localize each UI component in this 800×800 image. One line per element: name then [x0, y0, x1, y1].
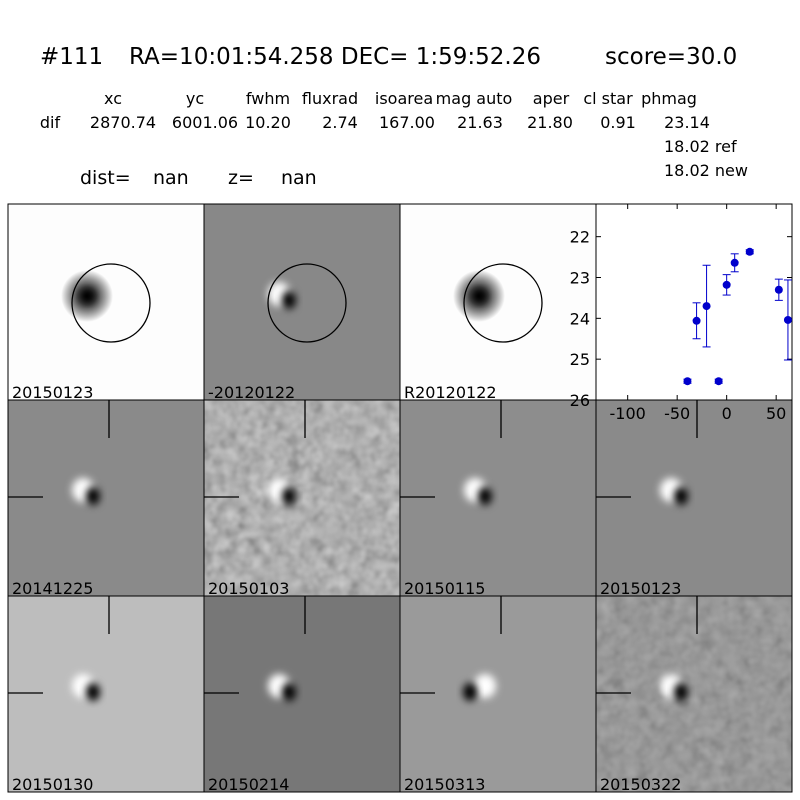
- source-core: [82, 290, 94, 302]
- table-cell: 23.14: [664, 113, 710, 132]
- column-header: aper: [533, 89, 570, 108]
- image-panel: 20150103: [203, 399, 401, 598]
- column-header: fwhm: [246, 89, 290, 108]
- y-tick-label: 25: [570, 350, 590, 369]
- panel-background: [400, 400, 596, 596]
- table-cell: 21.63: [457, 113, 503, 132]
- table-cell: dif: [40, 113, 61, 132]
- image-panel: 20150313: [399, 595, 597, 794]
- image-panel: 20150123: [595, 399, 793, 598]
- column-header: yc: [186, 89, 204, 108]
- panel-label: R20120122: [404, 383, 497, 402]
- image-panel: 20150115: [399, 399, 597, 598]
- z-value: nan: [281, 167, 317, 189]
- dist-label: dist=: [80, 167, 131, 189]
- aperture-circle: [267, 263, 347, 343]
- panel-label: 20150123: [600, 579, 681, 598]
- image-panel: -20120122: [203, 203, 401, 402]
- panel-background: [400, 596, 596, 792]
- column-header: fluxrad: [302, 89, 358, 108]
- column-header: cl star: [583, 89, 633, 108]
- score: score=30.0: [605, 44, 737, 70]
- panels: 20150123 -20120122 R20120122 20141225 201501…: [7, 203, 793, 794]
- negative-lobe: [282, 291, 296, 309]
- x-tick-label: 50: [766, 404, 786, 423]
- source-core: [474, 290, 486, 302]
- panel-label: 20150313: [404, 775, 485, 794]
- panel-label: 20150123: [12, 383, 93, 402]
- y-tick-label: 24: [570, 309, 590, 328]
- candidate-id: #111: [40, 44, 103, 70]
- panel-background: [204, 596, 400, 792]
- image-panel: 20150214: [203, 595, 401, 794]
- coordinates: RA=10:01:54.258 DEC= 1:59:52.26: [129, 44, 541, 70]
- aperture-circle: [71, 263, 151, 343]
- panel-label: 20150130: [12, 775, 93, 794]
- aperture-circle: [463, 263, 543, 343]
- data-point: [683, 377, 692, 386]
- panel-background: [204, 204, 400, 400]
- table-cell: 6001.06: [172, 113, 238, 132]
- panel-label: 20150103: [208, 579, 289, 598]
- image-panel: 20150130: [7, 595, 205, 794]
- data-point: [730, 258, 739, 267]
- table-cell: 21.80: [527, 113, 573, 132]
- negative-lobe: [86, 683, 100, 701]
- panel-frame: [595, 595, 793, 793]
- column-header: phmag: [641, 89, 697, 108]
- table-cell: 0.91: [600, 113, 636, 132]
- negative-lobe: [282, 683, 296, 701]
- image-panel: 20150322: [595, 595, 793, 794]
- column-header: xc: [104, 89, 122, 108]
- panel-background: [596, 400, 792, 596]
- table-cell: 2.74: [322, 113, 358, 132]
- panel-label: 20150214: [208, 775, 289, 794]
- x-tick-label: 0: [722, 404, 732, 423]
- x-tick-label: -100: [610, 404, 646, 423]
- positive-lobe: [474, 674, 496, 698]
- negative-lobe: [282, 487, 296, 505]
- column-header: mag auto: [436, 89, 513, 108]
- data-point: [783, 315, 792, 324]
- data-point: [745, 247, 754, 256]
- panel-label: 20150115: [404, 579, 485, 598]
- y-tick-label: 23: [570, 269, 590, 288]
- data-point: [714, 377, 723, 386]
- panel-background: [8, 596, 204, 792]
- data-point: [722, 280, 731, 289]
- table-cell: 2870.74: [90, 113, 156, 132]
- negative-lobe: [478, 487, 492, 505]
- dist-value: nan: [153, 167, 189, 189]
- negative-lobe: [674, 683, 688, 701]
- image-panel: 20141225: [7, 399, 205, 598]
- noise-texture: [596, 596, 792, 792]
- panel-background: [8, 400, 204, 596]
- panel-label: 20150322: [600, 775, 681, 794]
- negative-lobe: [674, 487, 688, 505]
- noise-texture: [204, 400, 400, 596]
- plot-background: [595, 203, 793, 401]
- y-tick-label: 22: [570, 228, 590, 247]
- data-point: [774, 285, 783, 294]
- column-header: isoarea: [375, 89, 433, 108]
- z-label: z=: [228, 167, 254, 189]
- y-tick-label: 26: [570, 391, 590, 410]
- phmag-note: 18.02 ref: [664, 137, 737, 156]
- negative-lobe: [463, 683, 477, 701]
- phmag-note: 18.02 new: [664, 161, 748, 180]
- image-panel: R20120122: [399, 203, 597, 402]
- image-panel: 20150123: [7, 203, 205, 402]
- data-point: [692, 316, 701, 325]
- panel-label: -20120122: [208, 383, 295, 402]
- panel-label: 20141225: [12, 579, 93, 598]
- light-curve: 22 23 24 25 26 -100 -50 0 50: [570, 203, 793, 423]
- table-cell: 167.00: [379, 113, 435, 132]
- table-cell: 10.20: [245, 113, 291, 132]
- negative-lobe: [86, 487, 100, 505]
- data-point: [702, 302, 711, 311]
- x-tick-label: -50: [664, 404, 690, 423]
